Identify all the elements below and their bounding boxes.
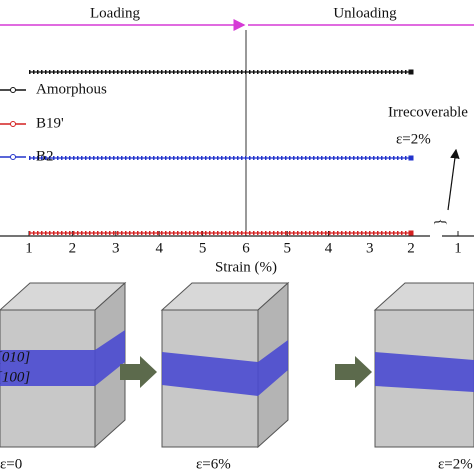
x-tick-label: 5 — [284, 240, 292, 256]
state-label: ε=0 — [0, 456, 22, 472]
arrow — [335, 356, 372, 388]
legend-label: B2 — [36, 148, 54, 164]
x-tick-label: 2 — [407, 240, 415, 256]
end-marker — [408, 155, 414, 161]
annotation: Unloading — [333, 5, 397, 21]
brace: { — [433, 218, 449, 225]
x-tick-label: 6 — [242, 240, 250, 256]
annotation: Loading — [90, 5, 140, 21]
end-marker — [408, 69, 414, 75]
annotation: Irrecoverable — [388, 104, 468, 120]
legend-label: Amorphous — [36, 81, 107, 97]
x-axis-title: Strain (%) — [215, 259, 277, 275]
legend-label: B19' — [36, 115, 64, 131]
x-tick-label: 4 — [155, 240, 163, 256]
x-tick-label: 3 — [366, 240, 374, 256]
state-label: ε=2% — [438, 456, 473, 472]
direction-label: [010] — [0, 349, 30, 365]
state-label: ε=6% — [196, 456, 231, 472]
annotation-arrow — [447, 148, 460, 211]
x-tick-label: 5 — [199, 240, 207, 256]
x-tick-label: 2 — [69, 240, 77, 256]
cube — [160, 281, 290, 449]
x-tick-label: 1 — [454, 240, 462, 256]
x-tick-label: 3 — [112, 240, 120, 256]
legend-swatch — [10, 154, 16, 160]
arrow — [120, 356, 157, 388]
x-tick-label: 1 — [25, 240, 33, 256]
x-tick-label: 4 — [325, 240, 333, 256]
legend-swatch — [10, 121, 16, 127]
cube — [373, 282, 474, 448]
annotation: ε=2% — [396, 131, 431, 147]
end-marker — [408, 230, 414, 236]
direction-label: [100] — [0, 369, 30, 385]
cube — [0, 281, 127, 449]
legend-swatch — [10, 87, 16, 93]
